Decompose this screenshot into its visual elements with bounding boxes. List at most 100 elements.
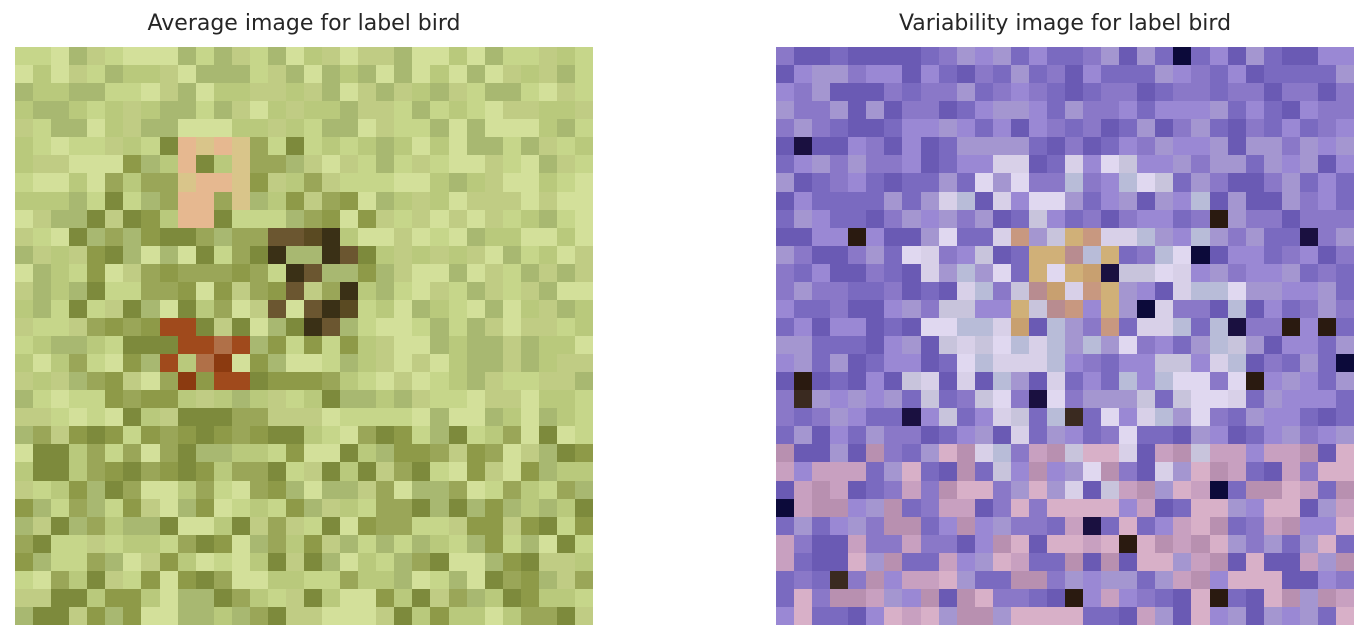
pixel-cell — [15, 390, 34, 409]
pixel-cell — [556, 372, 575, 391]
pixel-cell — [376, 83, 395, 102]
pixel-cell — [1245, 372, 1264, 391]
pixel-cell — [15, 263, 34, 282]
pixel-cell — [502, 372, 521, 391]
pixel-cell — [322, 462, 341, 481]
pixel-cell — [1281, 263, 1300, 282]
pixel-cell — [213, 462, 232, 481]
pixel-cell — [376, 191, 395, 210]
pixel-cell — [1101, 570, 1120, 589]
pixel-cell — [267, 606, 286, 625]
pixel-cell — [884, 83, 903, 102]
pixel-cell — [141, 408, 160, 427]
pixel-cell — [884, 227, 903, 246]
pixel-cell — [213, 317, 232, 336]
pixel-cell — [394, 155, 413, 174]
pixel-cell — [1083, 209, 1102, 228]
pixel-cell — [87, 101, 106, 120]
pixel-cell — [848, 65, 867, 84]
pixel-cell — [1173, 606, 1192, 625]
pixel-cell — [466, 372, 485, 391]
pixel-cell — [1155, 83, 1174, 102]
pixel-cell — [412, 498, 431, 517]
pixel-cell — [15, 408, 34, 427]
pixel-cell — [322, 173, 341, 192]
pixel-cell — [538, 227, 557, 246]
pixel-cell — [285, 263, 304, 282]
pixel-cell — [466, 444, 485, 463]
pixel-cell — [938, 336, 957, 355]
pixel-cell — [105, 281, 124, 300]
pixel-cell — [412, 317, 431, 336]
pixel-cell — [448, 263, 467, 282]
pixel-cell — [502, 462, 521, 481]
pixel-cell — [866, 173, 885, 192]
pixel-cell — [1046, 426, 1065, 445]
pixel-cell — [448, 101, 467, 120]
pixel-cell — [394, 101, 413, 120]
pixel-cell — [213, 426, 232, 445]
pixel-cell — [502, 498, 521, 517]
pixel-cell — [1101, 47, 1120, 66]
pixel-cell — [322, 101, 341, 120]
pixel-cell — [376, 552, 395, 571]
pixel-cell — [1028, 119, 1047, 138]
pixel-cell — [1028, 426, 1047, 445]
pixel-cell — [358, 426, 377, 445]
pixel-cell — [1065, 65, 1084, 84]
pixel-cell — [1191, 281, 1210, 300]
pixel-cell — [231, 299, 250, 318]
pixel-cell — [69, 173, 88, 192]
pixel-cell — [866, 390, 885, 409]
pixel-cell — [556, 606, 575, 625]
pixel-cell — [195, 317, 214, 336]
pixel-cell — [1245, 155, 1264, 174]
pixel-cell — [1299, 299, 1318, 318]
pixel-cell — [159, 408, 178, 427]
pixel-cell — [992, 462, 1011, 481]
pixel-cell — [1335, 209, 1354, 228]
pixel-cell — [1028, 588, 1047, 607]
pixel-cell — [1155, 354, 1174, 373]
pixel-cell — [105, 408, 124, 427]
pixel-cell — [812, 372, 831, 391]
pixel-cell — [1046, 65, 1065, 84]
pixel-cell — [267, 552, 286, 571]
pixel-cell — [1209, 534, 1228, 553]
pixel-cell — [69, 426, 88, 445]
pixel-cell — [574, 245, 593, 264]
pixel-cell — [956, 83, 975, 102]
pixel-cell — [376, 209, 395, 228]
pixel-cell — [484, 263, 503, 282]
pixel-cell — [1245, 65, 1264, 84]
pixel-cell — [1101, 426, 1120, 445]
pixel-cell — [159, 516, 178, 535]
pixel-cell — [105, 444, 124, 463]
pixel-cell — [231, 191, 250, 210]
pixel-cell — [394, 480, 413, 499]
pixel-cell — [87, 317, 106, 336]
pixel-cell — [812, 534, 831, 553]
pixel-cell — [920, 354, 939, 373]
pixel-cell — [1263, 65, 1282, 84]
pixel-cell — [1245, 336, 1264, 355]
pixel-cell — [1137, 65, 1156, 84]
pixel-cell — [15, 498, 34, 517]
pixel-cell — [213, 588, 232, 607]
pixel-cell — [394, 245, 413, 264]
pixel-cell — [249, 390, 268, 409]
pixel-cell — [304, 245, 323, 264]
pixel-cell — [394, 606, 413, 625]
pixel-cell — [992, 372, 1011, 391]
pixel-cell — [1119, 336, 1138, 355]
pixel-cell — [304, 191, 323, 210]
average-image-title: Average image for label bird — [147, 11, 461, 36]
pixel-cell — [956, 372, 975, 391]
pixel-cell — [105, 552, 124, 571]
pixel-cell — [1299, 317, 1318, 336]
pixel-cell — [177, 101, 196, 120]
pixel-cell — [502, 606, 521, 625]
pixel-cell — [1227, 299, 1246, 318]
pixel-cell — [1335, 336, 1354, 355]
pixel-cell — [1263, 480, 1282, 499]
